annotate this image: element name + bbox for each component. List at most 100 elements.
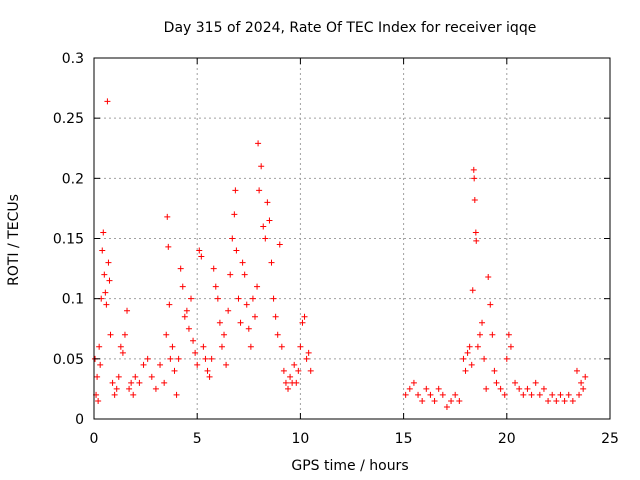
data-point [512, 379, 519, 386]
data-point [516, 385, 523, 392]
data-point [237, 319, 244, 326]
data-point [406, 385, 413, 392]
data-point [164, 213, 171, 220]
data-point [278, 343, 285, 350]
x-tick-label: 5 [193, 431, 202, 447]
x-axis-ticks: 0 5 10 15 20 25 [90, 58, 619, 447]
x-axis-label: GPS time / hours [291, 458, 408, 474]
data-point [161, 379, 168, 386]
data-point [111, 391, 118, 398]
data-point [503, 355, 510, 362]
data-point [507, 343, 514, 350]
data-point [115, 373, 122, 380]
data-point [456, 397, 463, 404]
data-point [505, 331, 512, 338]
data-point [462, 367, 469, 374]
data-point [132, 373, 139, 380]
data-point [227, 271, 234, 278]
data-point [410, 379, 417, 386]
data-point [185, 325, 192, 332]
x-tick-label: 25 [601, 431, 619, 447]
data-point [293, 379, 300, 386]
data-point [582, 373, 589, 380]
data-point [251, 313, 258, 320]
data-point [545, 397, 552, 404]
data-point [580, 385, 587, 392]
data-point [431, 397, 438, 404]
data-point [553, 397, 560, 404]
data-point [268, 259, 275, 266]
data-point [471, 175, 478, 182]
data-point [183, 307, 190, 314]
data-point [573, 367, 580, 374]
data-point [96, 343, 103, 350]
data-point [192, 349, 199, 356]
data-point [117, 343, 124, 350]
data-point [105, 259, 112, 266]
data-point [470, 166, 477, 173]
data-point [166, 301, 173, 308]
data-point [101, 271, 108, 278]
data-point [471, 196, 478, 203]
data-point [469, 287, 476, 294]
y-tick-label: 0.3 [62, 51, 84, 67]
data-point [476, 331, 483, 338]
data-point [214, 295, 221, 302]
data-point [163, 331, 170, 338]
data-point [99, 247, 106, 254]
data-point [229, 235, 236, 242]
data-point [276, 241, 283, 248]
data-point [561, 397, 568, 404]
data-point [100, 229, 107, 236]
data-point [249, 295, 256, 302]
data-point [144, 355, 151, 362]
data-point [254, 283, 261, 290]
data-point [232, 187, 239, 194]
data-point [169, 343, 176, 350]
data-point [485, 274, 492, 281]
data-point [262, 235, 269, 242]
data-point [198, 253, 205, 260]
data-point [280, 367, 287, 374]
data-point [223, 361, 230, 368]
data-point [501, 391, 508, 398]
data-point [202, 355, 209, 362]
data-point [102, 289, 109, 296]
data-point [247, 343, 254, 350]
data-point [113, 385, 120, 392]
data-point [307, 367, 314, 374]
data-point [256, 187, 263, 194]
data-point [489, 331, 496, 338]
data-point [231, 211, 238, 218]
data-point [491, 367, 498, 374]
data-point [272, 313, 279, 320]
y-tick-label: 0.25 [53, 111, 84, 127]
data-point [520, 391, 527, 398]
data-point [243, 301, 250, 308]
data-point [274, 331, 281, 338]
data-point [301, 313, 308, 320]
data-point [472, 229, 479, 236]
data-point [225, 307, 232, 314]
data-point [103, 301, 110, 308]
data-point [448, 397, 455, 404]
data-point [303, 355, 310, 362]
data-point [216, 319, 223, 326]
data-point [104, 98, 111, 105]
data-point [423, 385, 430, 392]
data-point [452, 391, 459, 398]
data-point [179, 283, 186, 290]
data-point [295, 367, 302, 374]
data-point [196, 247, 203, 254]
data-point [474, 343, 481, 350]
data-point [140, 361, 147, 368]
data-point [460, 355, 467, 362]
data-point [540, 385, 547, 392]
data-point [305, 349, 312, 356]
data-point [148, 373, 155, 380]
y-tick-label: 0.2 [62, 171, 84, 187]
data-point [427, 391, 434, 398]
y-tick-label: 0.15 [53, 232, 84, 248]
